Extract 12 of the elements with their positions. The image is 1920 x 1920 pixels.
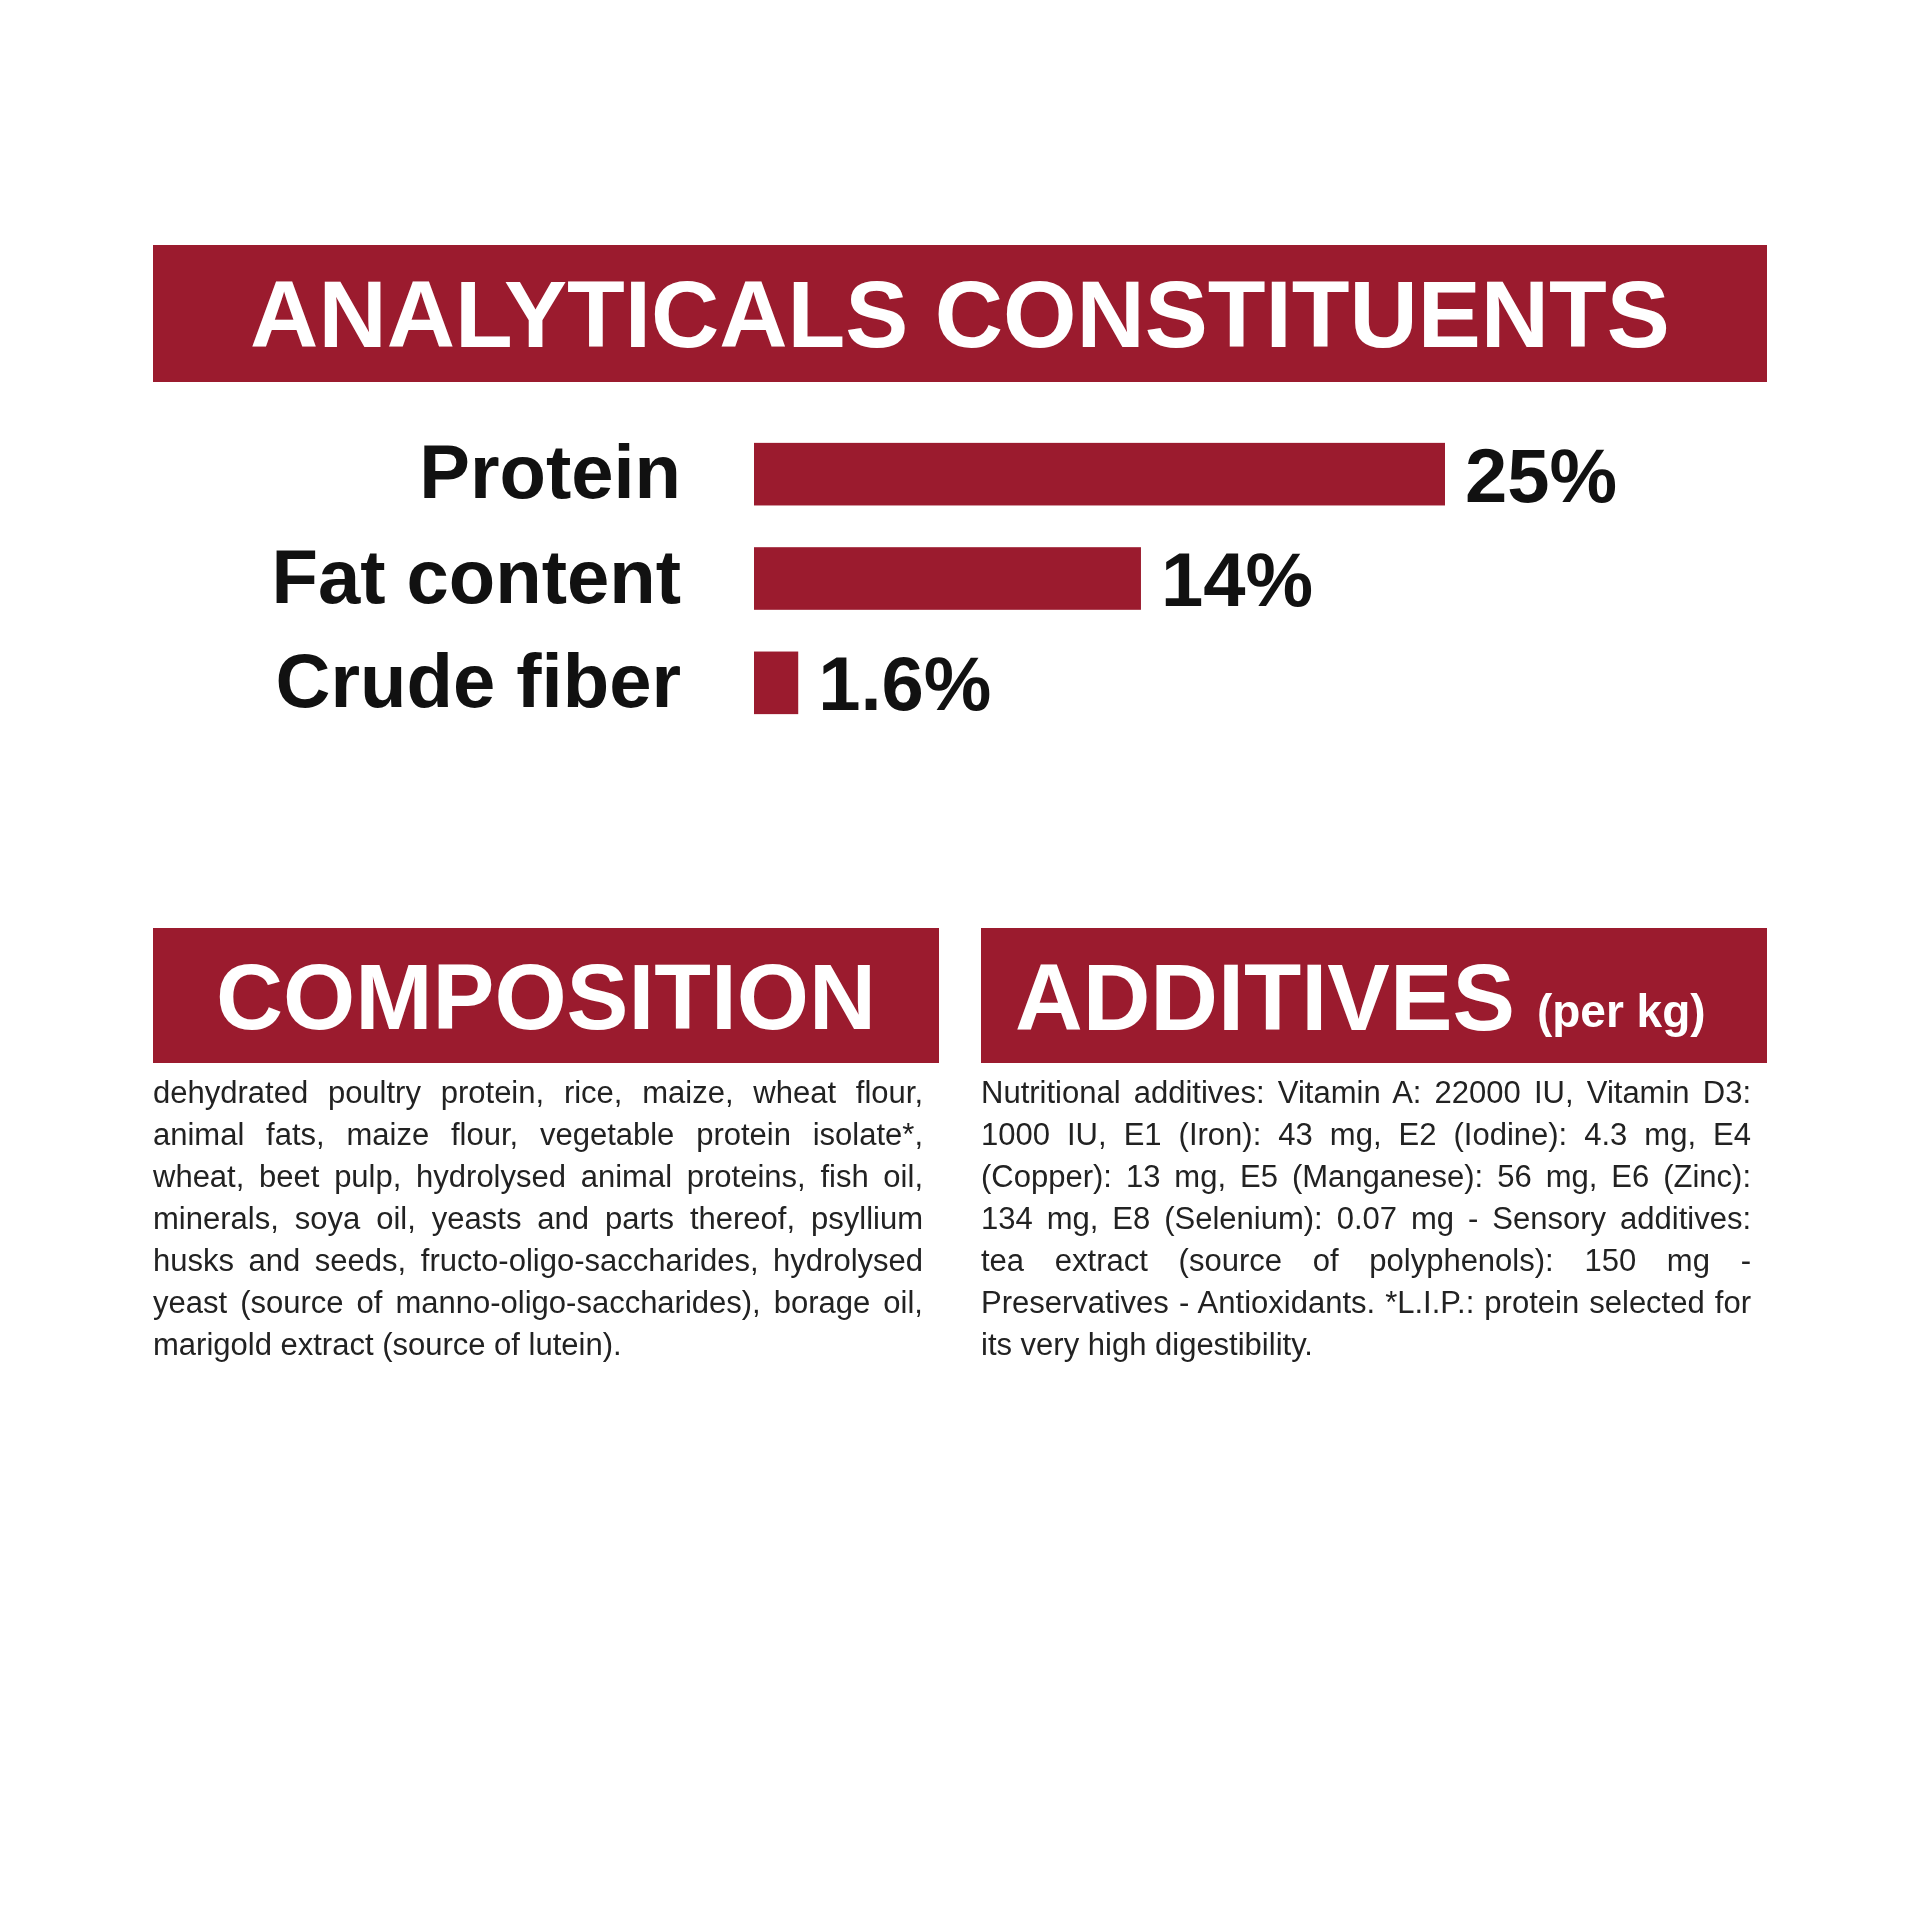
text: (per kg)	[1536, 984, 1706, 1037]
chart-title: ANALYTICALS CONSTITUENTS	[250, 261, 1670, 368]
data-label: 25%	[1465, 432, 1618, 518]
text: COMPOSITION	[216, 945, 876, 1050]
y-tick-label: Crude fiber	[275, 638, 681, 724]
data-label: 14%	[1160, 536, 1314, 622]
data-label: 1.6%	[818, 641, 992, 727]
y-tick-label: Protein	[419, 429, 681, 515]
text: ADDITIVES	[1015, 944, 1515, 1050]
text: dehydrated poultry protein, rice, maize, wheat flour, animal fats, maize flour, vegetable protein isolate*, wheat, beet pulp, hydrolysed animal proteins, fish oil, minerals, soya oil, yeasts and parts thereof, psyllium husks and seeds, fructo-oligo-saccharides, hydrolysed yeast (source of manno-oligo-saccharides), borage oil, marigold extract (source of lutein).	[153, 1074, 923, 1364]
y-tick-label: Fat content	[271, 533, 681, 619]
text: Nutritional additives: Vitamin A: 22000 IU, Vitamin D3: 1000 IU, E1 (Iron): 43 mg, E2 (Iodine): 4.3 mg, E4 (Copper): 13 mg, E5 (Manganese): 56 mg, E6 (Zinc): 134 mg, E8 (Selenium): 0.07 mg - Sensory additives: tea extract (source of polyphenols): 150 mg - Preservatives - Antioxidants. *L.I.P.: protein selected for its very high digestibility.	[981, 1074, 1751, 1364]
